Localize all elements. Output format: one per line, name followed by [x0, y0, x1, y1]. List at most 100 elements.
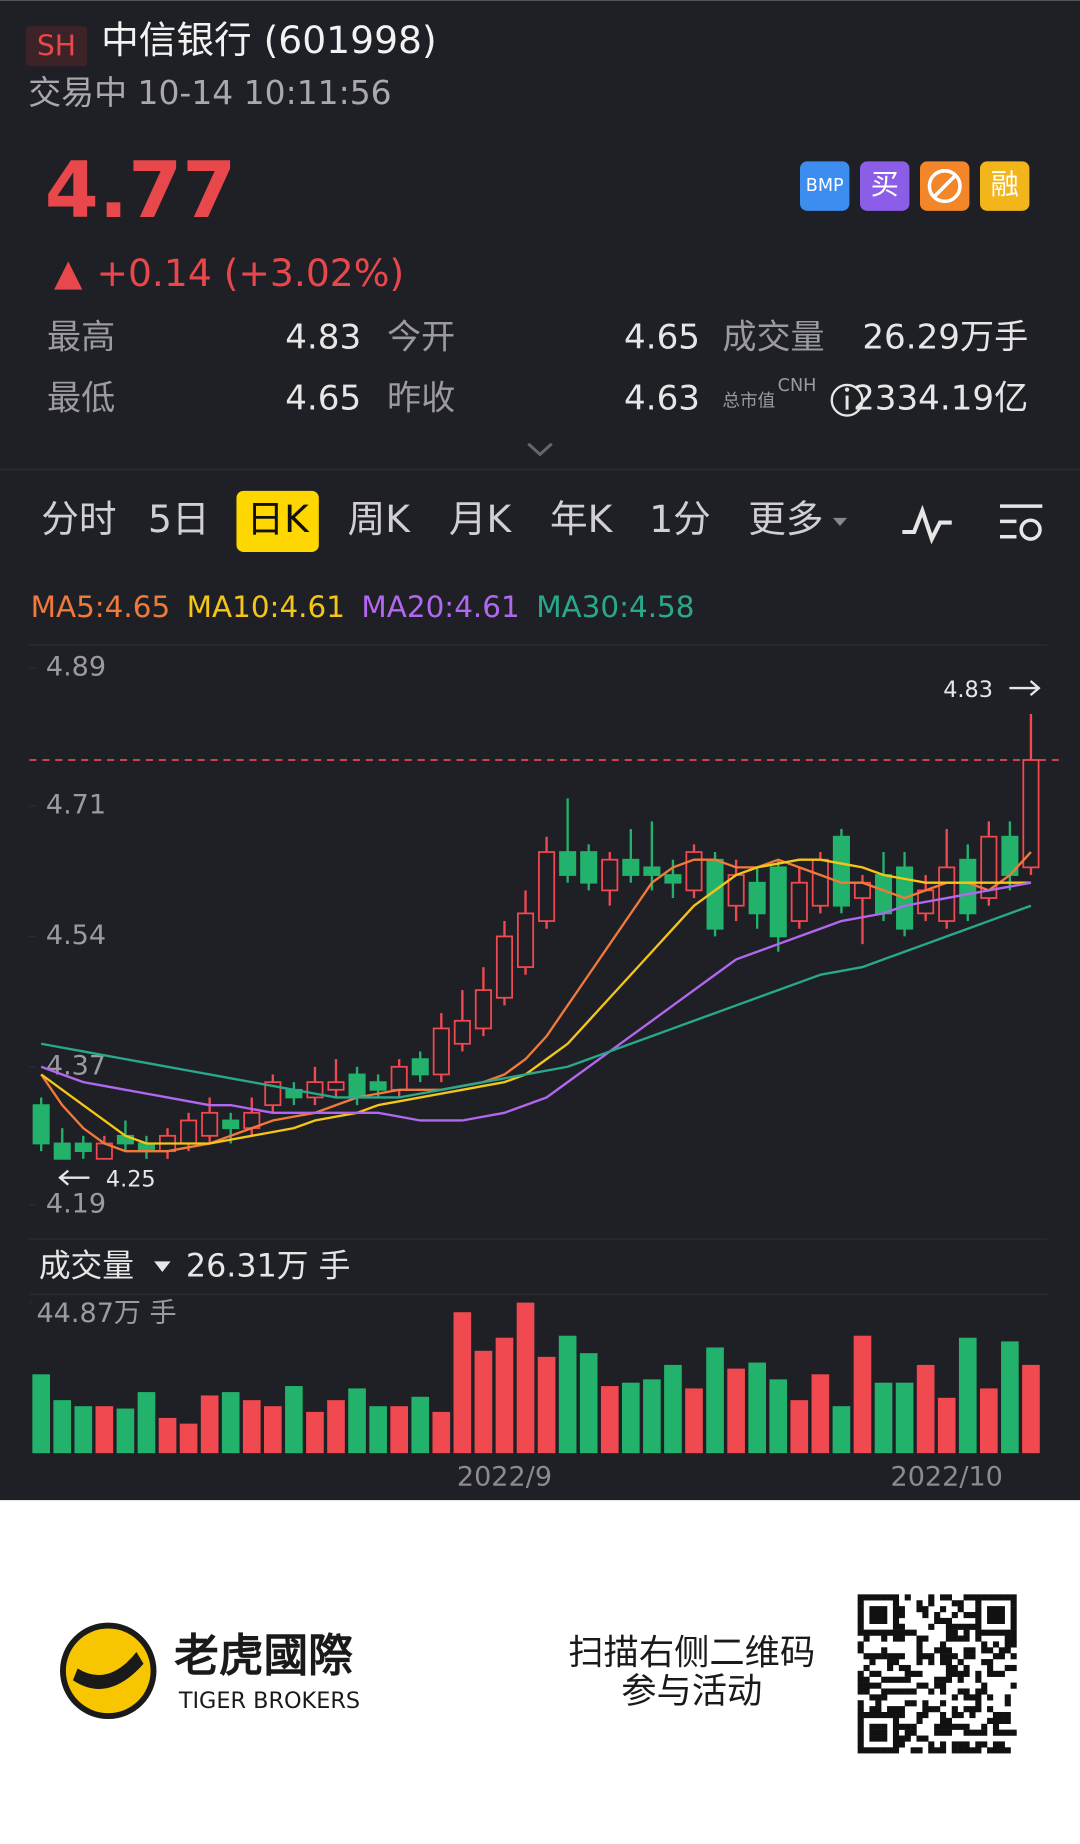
candle-body — [1022, 759, 1040, 869]
qr-cell — [892, 1676, 900, 1683]
stock-name: 中信银行 (601998) — [101, 18, 436, 62]
qr-cell — [1010, 1623, 1017, 1630]
qr-cell — [975, 1706, 982, 1713]
tab[interactable]: 月K — [449, 497, 513, 541]
qr-cell — [940, 1606, 947, 1613]
qr-cell — [945, 1670, 952, 1677]
qr-cell — [951, 1723, 958, 1730]
qr-cell — [922, 1706, 929, 1713]
low-label: 4.25 — [106, 1167, 156, 1193]
qr-cell — [875, 1712, 882, 1719]
tab[interactable]: 分时 — [41, 497, 116, 541]
qr-cell — [904, 1700, 911, 1707]
qr-cell — [951, 1664, 958, 1672]
qr-cell — [892, 1623, 900, 1630]
qr-cell — [904, 1670, 911, 1677]
qr-cell — [922, 1700, 929, 1707]
qr-cell — [928, 1600, 935, 1607]
tab[interactable]: 周K — [348, 497, 412, 541]
qr-cell — [969, 1706, 976, 1713]
brand: 老虎國際 — [174, 1630, 353, 1682]
volume-bar — [306, 1411, 324, 1454]
qr-cell — [881, 1594, 888, 1601]
candle-body — [264, 1081, 282, 1107]
qr-cell — [992, 1717, 1000, 1724]
qr-cell — [987, 1694, 994, 1701]
cta: 扫描右侧二维码 — [568, 1632, 815, 1673]
qr-cell — [869, 1747, 876, 1754]
qr-cell — [904, 1629, 911, 1636]
qr-cell — [992, 1729, 1000, 1736]
candle-body — [875, 874, 893, 915]
qr-cell — [1010, 1682, 1017, 1689]
qr-cell — [934, 1682, 941, 1689]
stat-label: 总市值 — [722, 390, 775, 411]
volume-bar — [158, 1417, 177, 1454]
qr-cell — [1010, 1600, 1017, 1607]
tab[interactable]: 更多 — [748, 497, 823, 541]
volume-bar — [95, 1406, 114, 1454]
qr-cell — [922, 1712, 929, 1719]
qr-cell — [992, 1617, 1000, 1624]
badge-text: BMP — [806, 176, 844, 196]
badge[interactable] — [800, 161, 850, 211]
indicator-icon[interactable] — [902, 504, 952, 545]
badge[interactable] — [860, 161, 910, 211]
qr-cell — [892, 1659, 900, 1666]
qr-cell — [881, 1612, 888, 1619]
qr-cell — [1004, 1712, 1011, 1719]
qr-cell — [881, 1647, 888, 1654]
qr-cell — [916, 1735, 923, 1742]
candle-body — [222, 1119, 240, 1130]
volume-caret[interactable] — [154, 1261, 171, 1272]
expand-chevron[interactable] — [527, 442, 553, 457]
stat-value: 4.83 — [285, 318, 361, 358]
x-tick-label: 2022/9 — [457, 1461, 552, 1492]
qr-cell — [1010, 1617, 1017, 1624]
info-icon — [844, 387, 850, 392]
qr-cell — [963, 1729, 970, 1736]
stat-value: 4.65 — [285, 379, 361, 419]
volume-bar — [1022, 1364, 1040, 1454]
qr-cell — [892, 1706, 900, 1713]
candle-body — [832, 835, 850, 907]
qr-cell — [910, 1723, 917, 1730]
tab[interactable]: 5日 — [148, 497, 210, 541]
qr-cell — [940, 1594, 947, 1601]
qr-cell — [869, 1629, 876, 1636]
tab[interactable]: 日K — [246, 497, 310, 541]
settings-icon[interactable] — [1000, 504, 1043, 541]
qr-cell — [922, 1635, 929, 1642]
qr-cell — [875, 1682, 882, 1689]
qr-cell — [981, 1641, 988, 1648]
qr-cell — [857, 1741, 864, 1748]
tab[interactable]: 年K — [550, 497, 614, 541]
candle-body — [685, 851, 703, 892]
change: +0.14 (+3.02%) — [96, 251, 404, 295]
candle-body — [348, 1073, 366, 1099]
qr-cell — [892, 1606, 900, 1613]
ma-line — [40, 858, 1031, 1145]
qr-cell — [916, 1647, 923, 1654]
qr-cell — [875, 1747, 882, 1754]
qr-cell — [981, 1688, 988, 1695]
info-icon[interactable] — [830, 383, 864, 417]
qr-cell — [957, 1670, 964, 1677]
tab[interactable]: 1分 — [649, 497, 711, 541]
qr-cell — [928, 1623, 935, 1630]
qr-cell — [892, 1629, 900, 1636]
stat-value: 2334.19亿 — [853, 379, 1028, 419]
stat-value: 4.65 — [624, 318, 700, 358]
qr-cell — [892, 1712, 900, 1719]
qr-cell — [869, 1682, 876, 1689]
badge[interactable] — [980, 161, 1030, 211]
volume-title: 成交量 — [39, 1248, 134, 1284]
volume-bar — [221, 1392, 240, 1454]
qr-cell — [998, 1629, 1005, 1636]
qr-cell — [881, 1712, 888, 1719]
qr-cell — [881, 1629, 888, 1636]
qr-cell — [987, 1747, 994, 1754]
qr-cell — [945, 1664, 952, 1672]
volume-bar — [474, 1350, 493, 1454]
qr-cell — [998, 1606, 1005, 1613]
